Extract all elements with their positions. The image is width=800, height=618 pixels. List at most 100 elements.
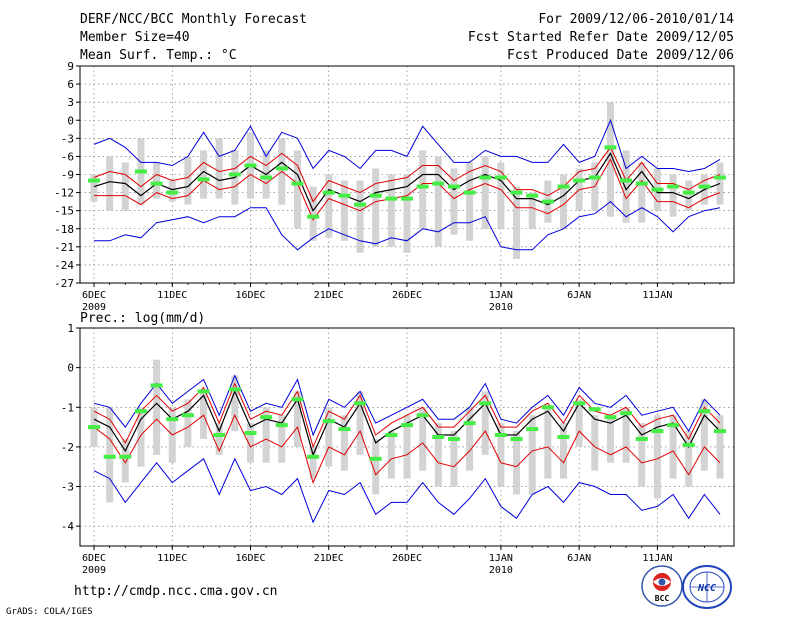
prec-range-bar <box>606 415 614 463</box>
temp-ytick-label: -6 <box>61 150 74 163</box>
temp-range-bar <box>325 174 333 238</box>
prec-range-bar <box>387 431 395 479</box>
grads-credit: GrADS: COLA/IGES <box>6 607 93 617</box>
prec-range-bar <box>325 407 333 467</box>
prec-observed-marker <box>510 436 523 441</box>
prec-max-line <box>93 374 721 437</box>
prec-range-bar <box>247 423 254 463</box>
prec-observed-marker <box>479 401 492 406</box>
temp-range-bar <box>309 186 317 241</box>
temp-range-bar <box>450 168 458 235</box>
prec-ytick-label: 0 <box>67 362 74 375</box>
prec-observed-marker <box>260 415 273 420</box>
temp-frame <box>79 65 735 284</box>
temp-observed-marker <box>463 190 476 195</box>
prec-observed-marker <box>682 442 695 447</box>
prec-range-bar <box>137 407 145 467</box>
prec-frame <box>79 327 735 547</box>
prec-range-bar <box>293 391 301 447</box>
temp-observed-marker <box>432 181 445 186</box>
ncc-logo-text: NCC <box>697 583 716 594</box>
prec-observed-marker <box>213 433 226 438</box>
prec-min-line <box>93 457 721 524</box>
temp-observed-marker <box>228 172 241 177</box>
temp-observed-marker <box>651 187 664 192</box>
prec-range-bar <box>669 415 677 479</box>
temp-ytick-label: -21 <box>54 241 74 254</box>
temp-ytick-label: 6 <box>67 78 74 91</box>
prec-observed-marker <box>338 427 351 432</box>
forecast-produced-date: Fcst Produced Date 2009/12/06 <box>507 48 734 63</box>
temp-observed-marker <box>307 214 320 219</box>
temp-observed-marker <box>244 163 257 168</box>
prec-observed-marker <box>369 456 382 461</box>
prec-observed-marker <box>604 415 617 420</box>
temp-ytick-label: 0 <box>67 114 74 127</box>
prec-range-bar <box>638 423 646 487</box>
prec-observed-marker <box>291 397 304 402</box>
temp-max-line <box>93 118 721 173</box>
temp-range-bar <box>200 150 208 199</box>
temp-observed-marker <box>635 181 648 186</box>
prec-ytick-label: -4 <box>61 520 75 533</box>
prec-observed-marker <box>228 387 241 392</box>
temp-observed-marker <box>275 166 288 171</box>
temp-ytick-label: -27 <box>54 277 74 290</box>
temp-range-bar <box>403 174 411 253</box>
prec-observed-marker <box>119 454 132 459</box>
temp-observed-marker <box>714 175 726 180</box>
temp-observed-marker <box>604 145 617 150</box>
temp-observed-marker <box>401 196 413 201</box>
temp-range-bar <box>513 186 521 259</box>
prec-range-bar <box>497 423 505 487</box>
temp-upper-spread-line <box>93 146 721 203</box>
prec-range-bar <box>340 415 348 471</box>
prec-ytick-label: -2 <box>61 441 74 454</box>
temp-observed-marker <box>573 178 586 183</box>
prec-observed-marker <box>134 409 147 414</box>
prec-xtick-year: 2010 <box>489 565 513 576</box>
prec-mean-line <box>93 389 721 457</box>
prec-xtick-label: 21DEC <box>314 553 344 564</box>
temp-range-bar <box>434 156 442 247</box>
prec-observed-marker <box>103 454 116 459</box>
prec-range-bar <box>356 391 364 455</box>
temp-observed-marker <box>150 181 163 186</box>
temp-ytick-label: -12 <box>54 187 74 200</box>
source-url[interactable]: http://cmdp.ncc.cma.gov.cn <box>74 584 278 599</box>
temp-xtick-label: 1JAN <box>489 290 513 301</box>
prec-observed-marker <box>588 407 601 412</box>
prec-range-bar <box>372 438 380 495</box>
prec-observed-marker <box>557 435 570 439</box>
prec-range-bar <box>685 431 693 487</box>
temp-range-bar <box>622 150 630 223</box>
temp-observed-marker <box>557 184 570 189</box>
prec-range-bar <box>215 423 223 455</box>
temp-ytick-label: -15 <box>54 205 74 218</box>
prec-observed-marker <box>432 435 445 439</box>
temp-xtick-label: 26DEC <box>392 290 422 301</box>
prec-range-bar <box>466 407 474 471</box>
prec-observed-marker <box>307 454 320 459</box>
temp-min-line <box>94 200 721 251</box>
precip-panel-title: Prec.: log(mm/d) <box>80 311 205 326</box>
temp-ytick-label: -9 <box>61 169 74 182</box>
temp-observed-marker <box>385 196 398 201</box>
prec-observed-marker <box>635 436 648 441</box>
prec-observed-marker <box>620 411 633 416</box>
temp-observed-marker <box>338 193 351 198</box>
prec-range-bar <box>278 415 286 463</box>
temp-observed-marker <box>197 177 210 182</box>
prec-range-bar <box>403 415 411 479</box>
temp-range-bar <box>481 156 489 229</box>
member-size: Member Size=40 <box>80 30 190 45</box>
temp-range-bar <box>560 174 567 229</box>
prec-range-bar <box>544 407 552 479</box>
prec-range-bar <box>528 415 536 495</box>
prec-range-bar <box>481 391 489 455</box>
temp-observed-marker <box>88 178 100 183</box>
temp-range-bar <box>153 162 161 199</box>
prec-lower-spread-line <box>93 414 721 485</box>
